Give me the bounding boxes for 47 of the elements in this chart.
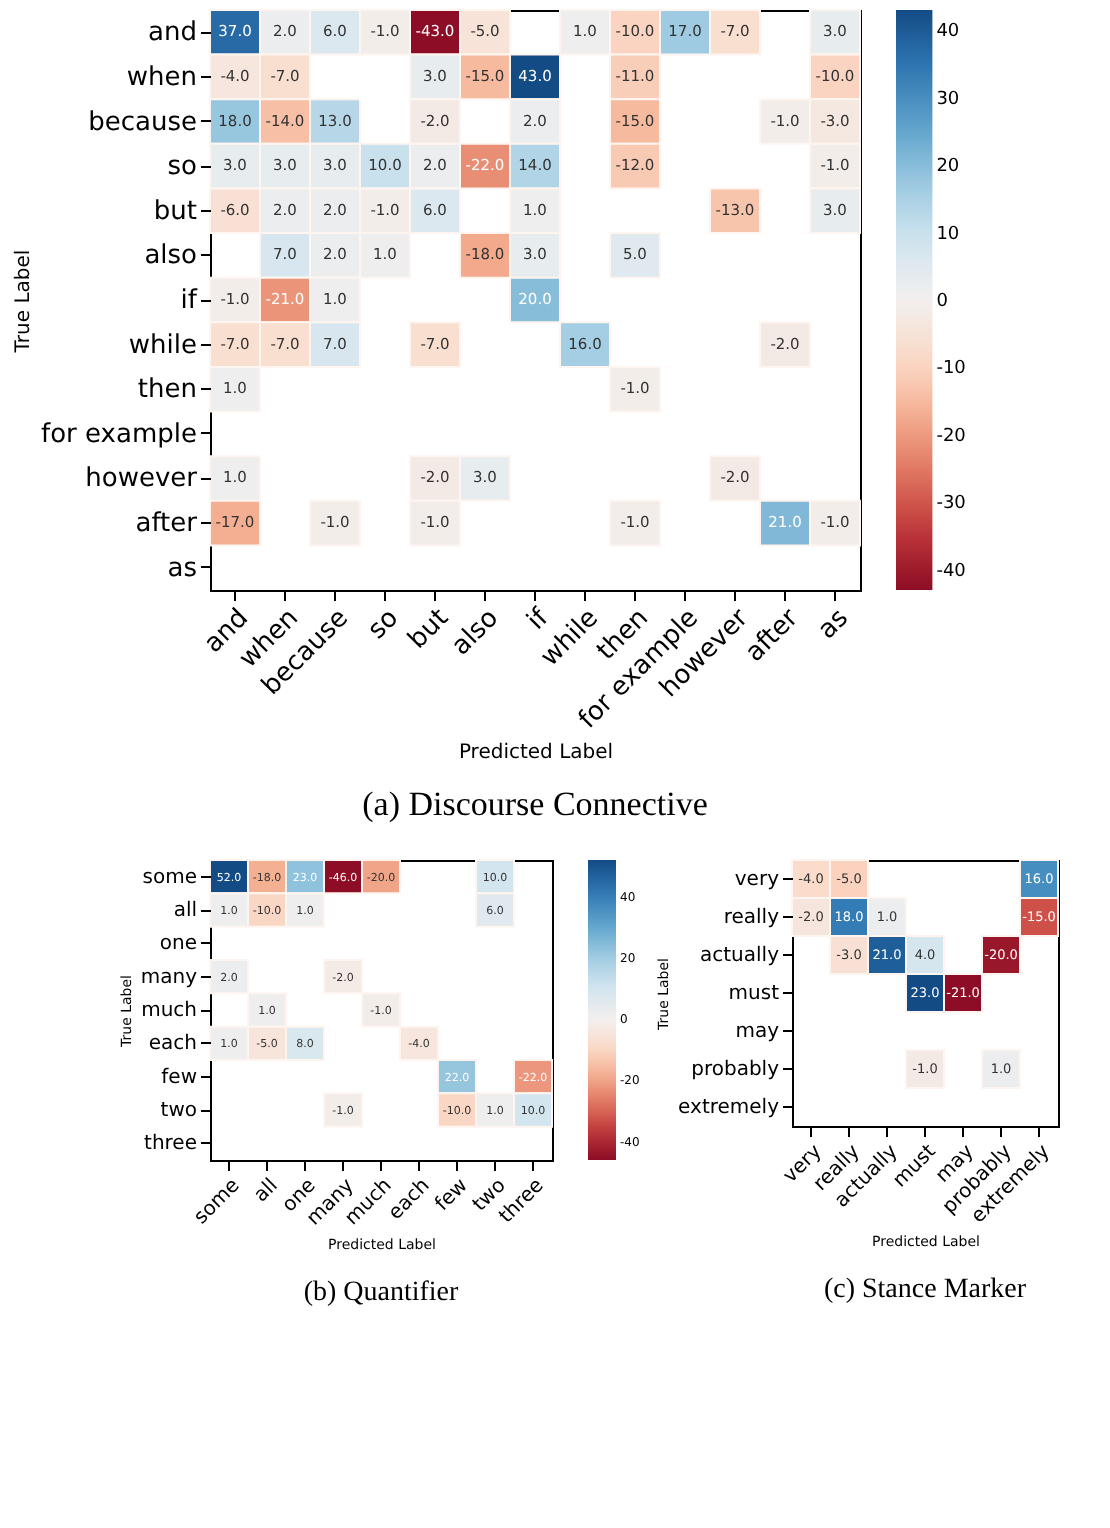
y-tick-label: few — [161, 1066, 197, 1089]
y-tick-label: actually — [700, 945, 780, 967]
color-bar-label: 30 — [936, 89, 960, 110]
y-tick-label: may — [735, 1021, 780, 1043]
y-tick-label: each — [148, 1033, 197, 1056]
x-tick-label: all — [250, 1175, 283, 1208]
text: (b) Quantifier — [303, 1277, 460, 1308]
x-tick-label: as — [812, 603, 856, 646]
color-bar-label: -10 — [936, 359, 967, 380]
y-tick-label: for example — [41, 419, 197, 450]
y-tick-label: so — [167, 152, 198, 183]
y-tick-label: but — [153, 196, 197, 227]
color-bar-label: 0 — [936, 292, 949, 312]
x-tick-label: if — [521, 603, 556, 637]
color-bar-label: 10 — [936, 224, 960, 245]
color-bar-label: -30 — [936, 494, 967, 515]
x-tick-label: few — [431, 1175, 473, 1216]
color-bar-label: -20 — [936, 426, 967, 447]
y-tick-label: while — [128, 330, 197, 361]
y-tick-label: after — [135, 509, 199, 540]
text: (a) Discourse Connective — [362, 784, 708, 823]
y-tick-label: all — [173, 900, 197, 922]
color-bar-label: 40 — [936, 22, 960, 43]
y-tick-label: very — [734, 869, 780, 891]
y-tick-label: two — [160, 1100, 197, 1122]
y-tick-label: many — [140, 966, 198, 989]
y-tick-label: some — [142, 866, 197, 889]
color-bar-label: -40 — [936, 561, 967, 582]
y-tick-label: as — [167, 553, 198, 584]
y-tick-label: then — [137, 375, 197, 406]
y-tick-label: when — [126, 62, 197, 93]
y-tick-label: much — [141, 1000, 197, 1022]
y-tick-label: because — [88, 107, 197, 138]
text: (c) Stance Marker — [823, 1275, 1027, 1306]
color-bar-label: 20 — [936, 157, 960, 178]
y-tick-label: however — [85, 464, 199, 495]
y-axis-title: True Label — [13, 249, 36, 355]
y-tick-label: if — [180, 286, 198, 316]
y-tick-label: probably — [691, 1059, 780, 1081]
x-tick-label: so — [362, 603, 405, 646]
y-tick-label: really — [723, 907, 780, 929]
y-tick-label: and — [148, 18, 197, 49]
y-tick-label: must — [728, 983, 780, 1005]
x-axis-title: Predicted Label — [458, 741, 614, 764]
y-tick-label: extremely — [678, 1097, 780, 1119]
y-tick-label: one — [159, 933, 197, 956]
y-tick-label: also — [144, 241, 198, 272]
